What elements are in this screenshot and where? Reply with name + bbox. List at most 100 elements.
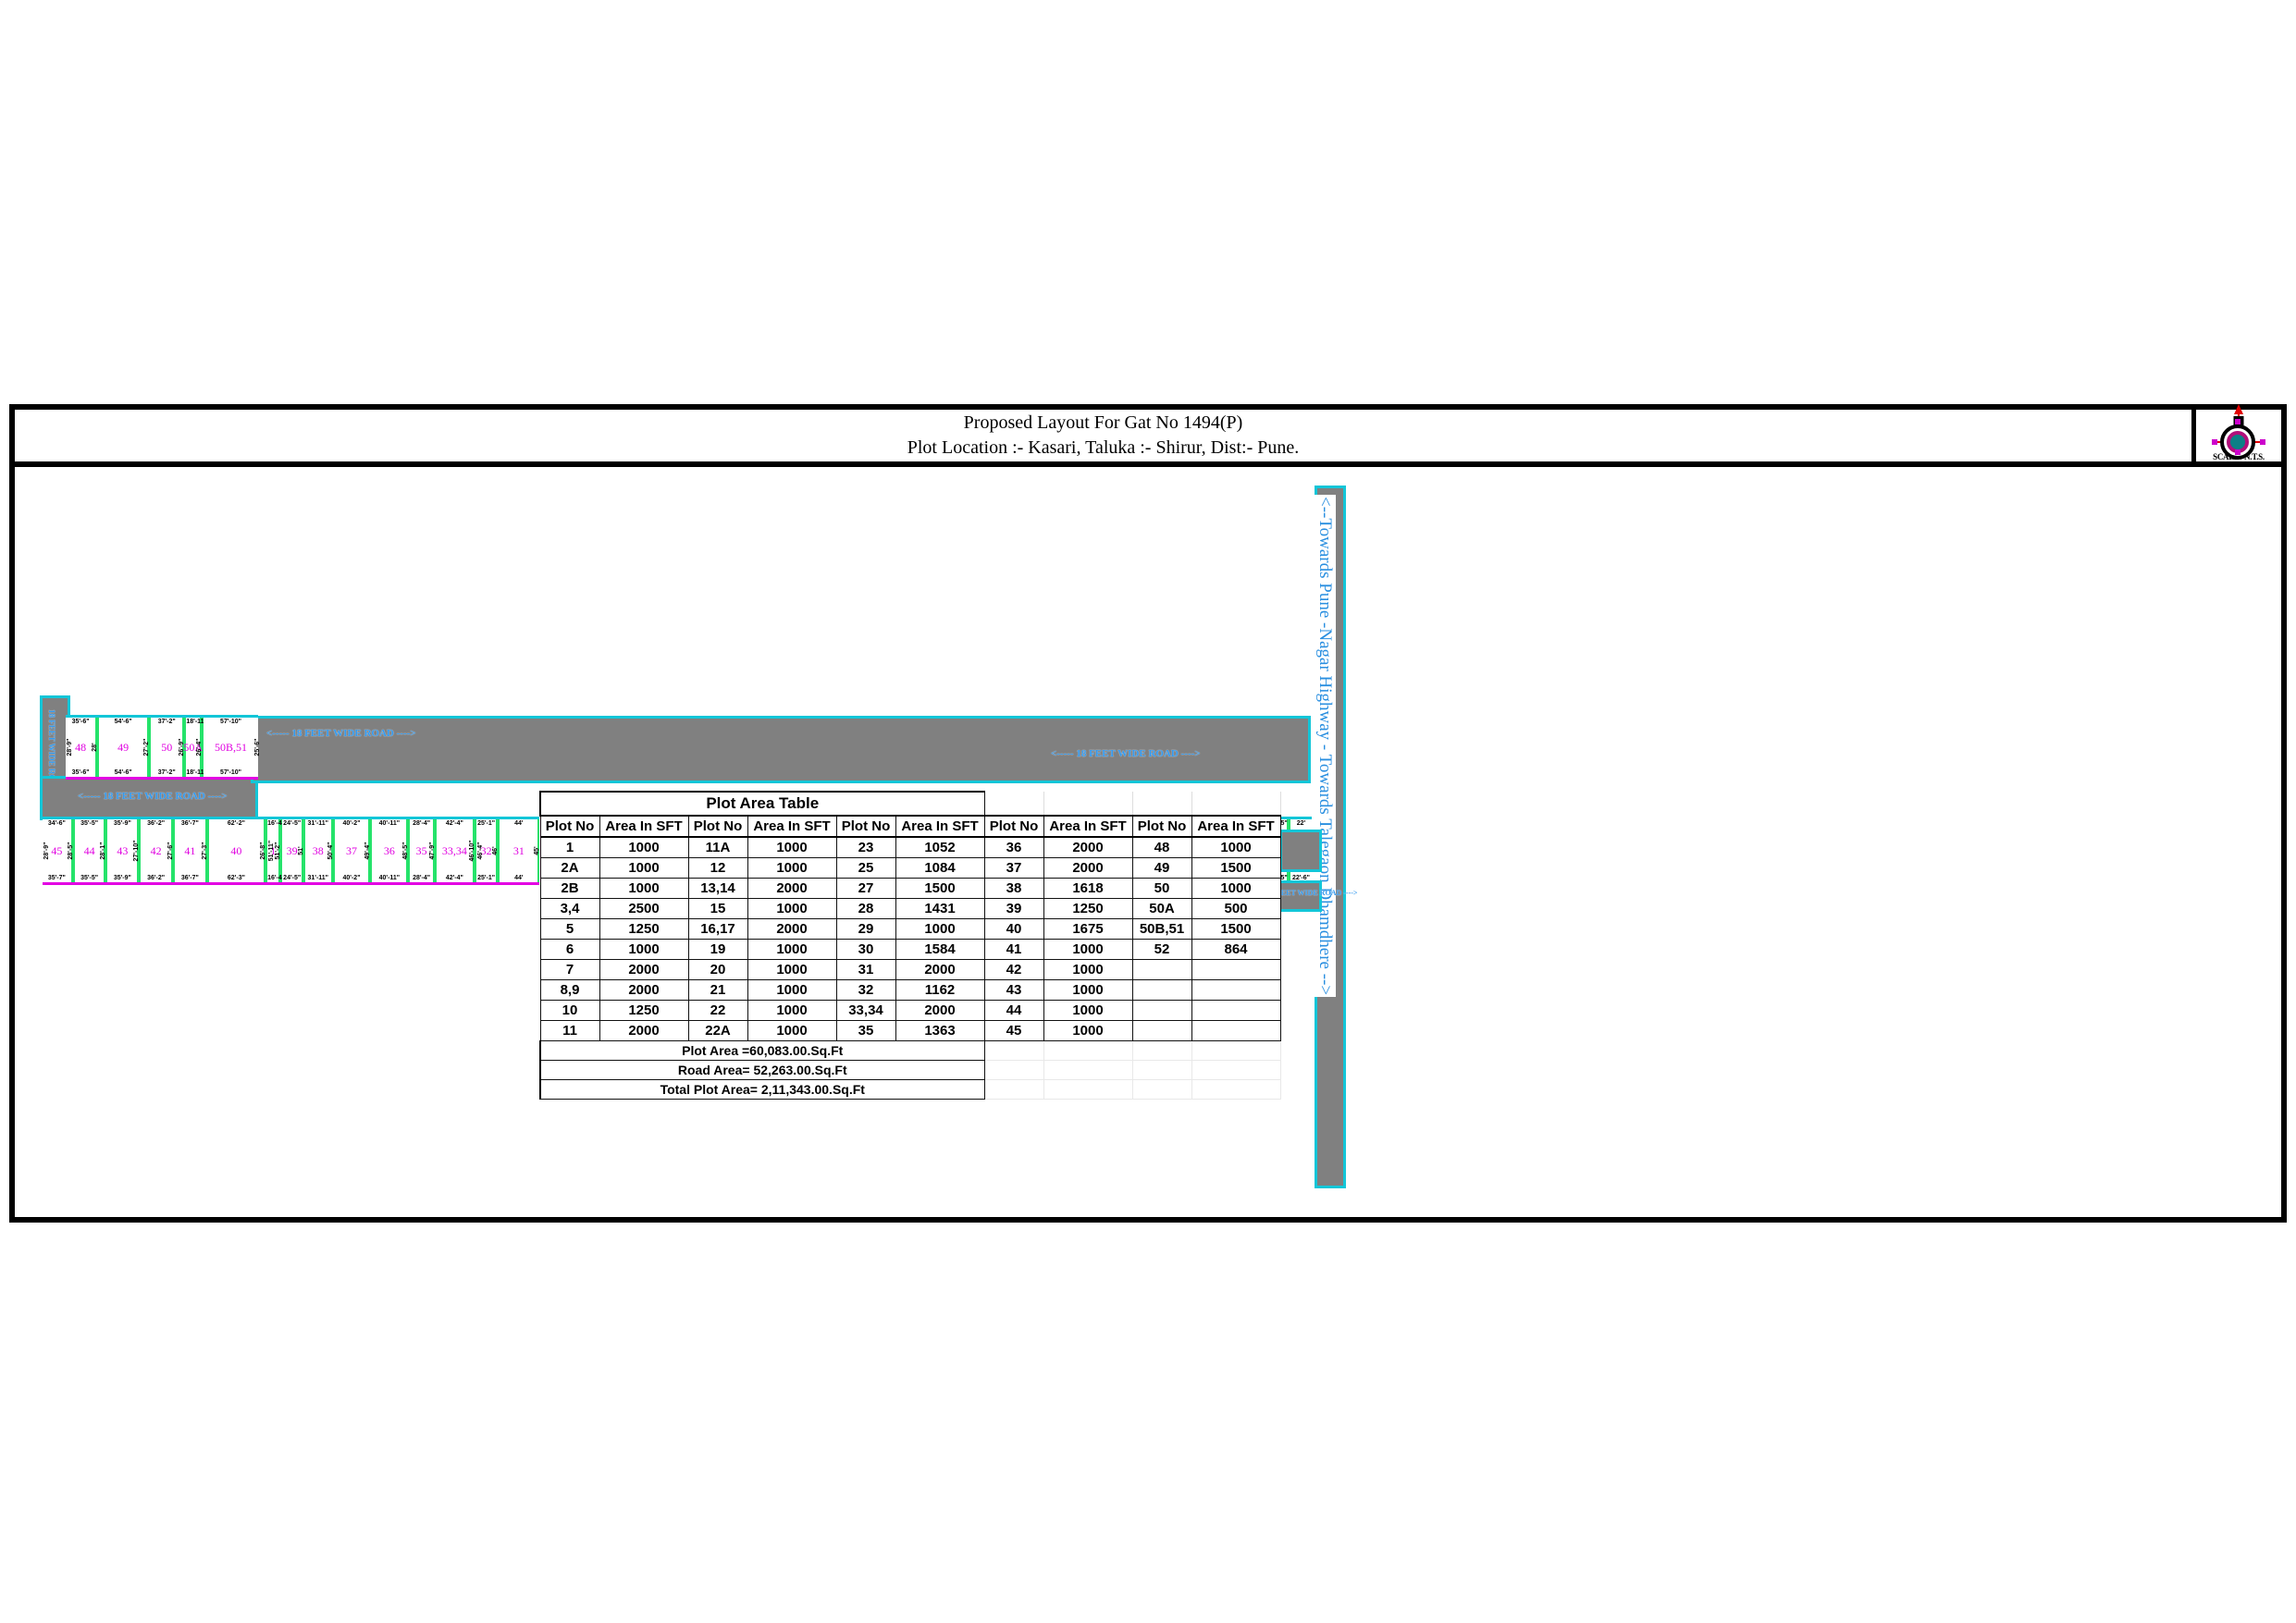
table-cell: 2000 (747, 918, 837, 940)
table-summary-cell: Total Plot Area= 2,11,343.00.Sq.Ft (539, 1079, 985, 1100)
plot-cell-50B-51[interactable]: 57'-10" 50B,51 57'-10" 25'-6" (204, 718, 261, 777)
table-cell: 10 (539, 1000, 600, 1021)
plot-number: 36 (383, 843, 395, 857)
table-cell: 864 (1191, 939, 1281, 960)
plot-dim-right: 26'-8" (260, 842, 267, 860)
table-col-header: Plot No (687, 815, 748, 838)
table-cell: 1500 (1191, 918, 1281, 940)
plot-cell-45[interactable]: 34'-6" 45 35'-7" 28'-9" 28'-5" (43, 819, 75, 882)
plot-dim-right: 25'-6" (253, 738, 261, 756)
table-cell: 49 (1131, 857, 1192, 879)
road-label-left-vertical: 18 FEET WIDE ROAD (47, 709, 56, 793)
table-cell: 35 (835, 1020, 896, 1041)
plot-dim-top: 54'-6" (114, 719, 132, 725)
plot-cell-39[interactable]: 24'-5" 39 24'-5" 51' (282, 819, 305, 882)
table-cell: 1000 (1043, 1000, 1133, 1021)
table-cell: 1584 (895, 939, 985, 960)
table-cell: 2000 (599, 959, 689, 980)
plot-cell-44[interactable]: 35'-5" 44 35'-5" 28'-1" (74, 819, 108, 882)
table-summary-pad (1191, 1079, 1281, 1100)
table-cell: 1000 (1043, 939, 1133, 960)
table-cell: 29 (835, 918, 896, 940)
table-cell: 2000 (599, 1020, 689, 1041)
table-col-header: Plot No (539, 815, 600, 838)
plot-dim-top: 22' (1296, 820, 1306, 827)
table-summary-pad (1191, 1040, 1281, 1061)
table-cell (1191, 979, 1281, 1001)
road-right-connector (1279, 830, 1322, 872)
plot-dim-right: 26'-4" (196, 738, 203, 756)
table-cell: 1000 (1191, 836, 1281, 858)
plot-number: 42 (150, 843, 162, 857)
table-col-header: Area In SFT (895, 815, 985, 838)
plot-dim-bottom: 35'-9" (113, 875, 131, 881)
table-cell: 1675 (1043, 918, 1133, 940)
table-cell: 40 (983, 918, 1044, 940)
north-arrow-cell: SCALE:-N.T.S. (2191, 404, 2281, 461)
plot-dim-left: 28'-9" (67, 738, 73, 756)
plot-cell-43[interactable]: 35'-9" 43 35'-9" 27'-10" (107, 819, 142, 882)
table-cell (1191, 959, 1281, 980)
table-cell: 52 (1131, 939, 1192, 960)
plot-cell-50A[interactable]: 18'-11" 50A 18'-11" 26'-4" (183, 718, 207, 777)
plot-dim-top: 16'-4" (267, 820, 286, 827)
plot-dim-bottom: 36'-2" (147, 875, 166, 881)
plot-dim-top: 34'-6" (47, 820, 66, 827)
plot-cell-38[interactable]: 31'-11" 38 31'-11" 50'-4" (304, 819, 335, 882)
table-cell: 2000 (599, 979, 689, 1001)
title-text-group: Proposed Layout For Gat No 1494(P) Plot … (15, 410, 2191, 461)
plot-cell-40[interactable]: 62'-2" 40 62'-3" 26'-8" (208, 819, 268, 882)
title-block: Proposed Layout For Gat No 1494(P) Plot … (15, 404, 2281, 467)
table-cell: 41 (983, 939, 1044, 960)
table-cell: 12 (687, 857, 748, 879)
plot-cell-33-34[interactable]: 42'-4" 33,34 42'-4" 46'-10" (436, 819, 476, 882)
table-summary-pad (983, 1040, 1044, 1061)
table-cell: 2B (539, 878, 600, 899)
plot-dim-bottom: 57'-10" (220, 769, 241, 776)
plot-cell-49[interactable]: 54'-6" 49 54'-6" 27'-2" (99, 718, 152, 777)
plot-cell-32[interactable]: 25'-1" 32 25'-1" 46'-4" 46' (475, 819, 500, 882)
table-cell: 28 (835, 898, 896, 919)
plot-cell-31[interactable]: 44' 31 44' 45' (500, 819, 542, 882)
plot-number: 41 (184, 843, 196, 857)
plot-dim-bottom: 62'-3" (227, 875, 245, 881)
plot-dim-top: 31'-11" (307, 820, 329, 827)
table-cell: 23 (835, 836, 896, 858)
plot-number: 32 (480, 843, 492, 857)
table-cell: 20 (687, 959, 748, 980)
plot-dim-bottom: 35'-7" (47, 875, 66, 881)
table-cell: 3,4 (539, 898, 600, 919)
table-cell (1131, 1000, 1192, 1021)
road-label-main-right: <----- 18 FEET WIDE ROAD ----> (1051, 748, 1201, 759)
plot-cell-50[interactable]: 37'-2" 50 37'-2" 26'-9" (151, 718, 187, 777)
table-body: 1 1000 11A 1000 23 1052 36 2000 48 1000 2A 1000 12 10… (539, 836, 1281, 1041)
plot-dim-bottom: 22'-6" (1291, 875, 1310, 881)
table-row: 2B 1000 13,14 2000 27 1500 38 1618 50 1000 (539, 878, 1281, 899)
plot-cell-1[interactable]: 16'-4" 1 16'-4" 51'-11" 51'-2" (267, 819, 286, 882)
plot-dim-top: 37'-2" (157, 719, 176, 725)
table-cell: 1 (539, 836, 600, 858)
plot-dim-right: 27'-2" (143, 738, 151, 756)
table-summary-pad (983, 1060, 1044, 1080)
plot-dim-top: 18'-11" (186, 719, 207, 725)
plot-number: 43 (117, 843, 129, 857)
table-cell: 50A (1131, 898, 1192, 919)
table-summary-row: Total Plot Area= 2,11,343.00.Sq.Ft (539, 1079, 1281, 1100)
plot-dim-right: 47'-9" (428, 842, 436, 860)
plot-dim-top: 36'-2" (147, 820, 166, 827)
plot-cell-48[interactable]: 35'-6" 48 35'-6" 28'-9" 28' (66, 718, 100, 777)
plot-dim-bottom: 40'-2" (342, 875, 361, 881)
plot-cell-41[interactable]: 36'-7" 41 36'-7" 27'-3" (174, 819, 209, 882)
plot-cell-37[interactable]: 40'-2" 37 40'-2" 49'-4" (334, 819, 373, 882)
plot-dim-bottom: 42'-4" (445, 875, 463, 881)
plot-dim-bottom: 54'-6" (114, 769, 132, 776)
table-summary-pad (1131, 1060, 1192, 1080)
plot-dim-bottom: 31'-11" (307, 875, 329, 881)
plot-cell-42[interactable]: 36'-2" 42 36'-2" 27'-6" (141, 819, 175, 882)
plot-cell-36[interactable]: 40'-11" 36 40'-11" 48'-5" (372, 819, 411, 882)
plot-cell-35[interactable]: 28'-4" 35 28'-4" 47'-9" (410, 819, 437, 882)
road-label-main-left: <----- 18 FEET WIDE ROAD ----> (266, 728, 416, 739)
table-summary-cell: Plot Area =60,083.00.Sq.Ft (539, 1040, 985, 1061)
table-row: 10 1250 22 1000 33,34 2000 44 1000 (539, 1000, 1281, 1021)
plot-number: 38 (312, 843, 324, 857)
